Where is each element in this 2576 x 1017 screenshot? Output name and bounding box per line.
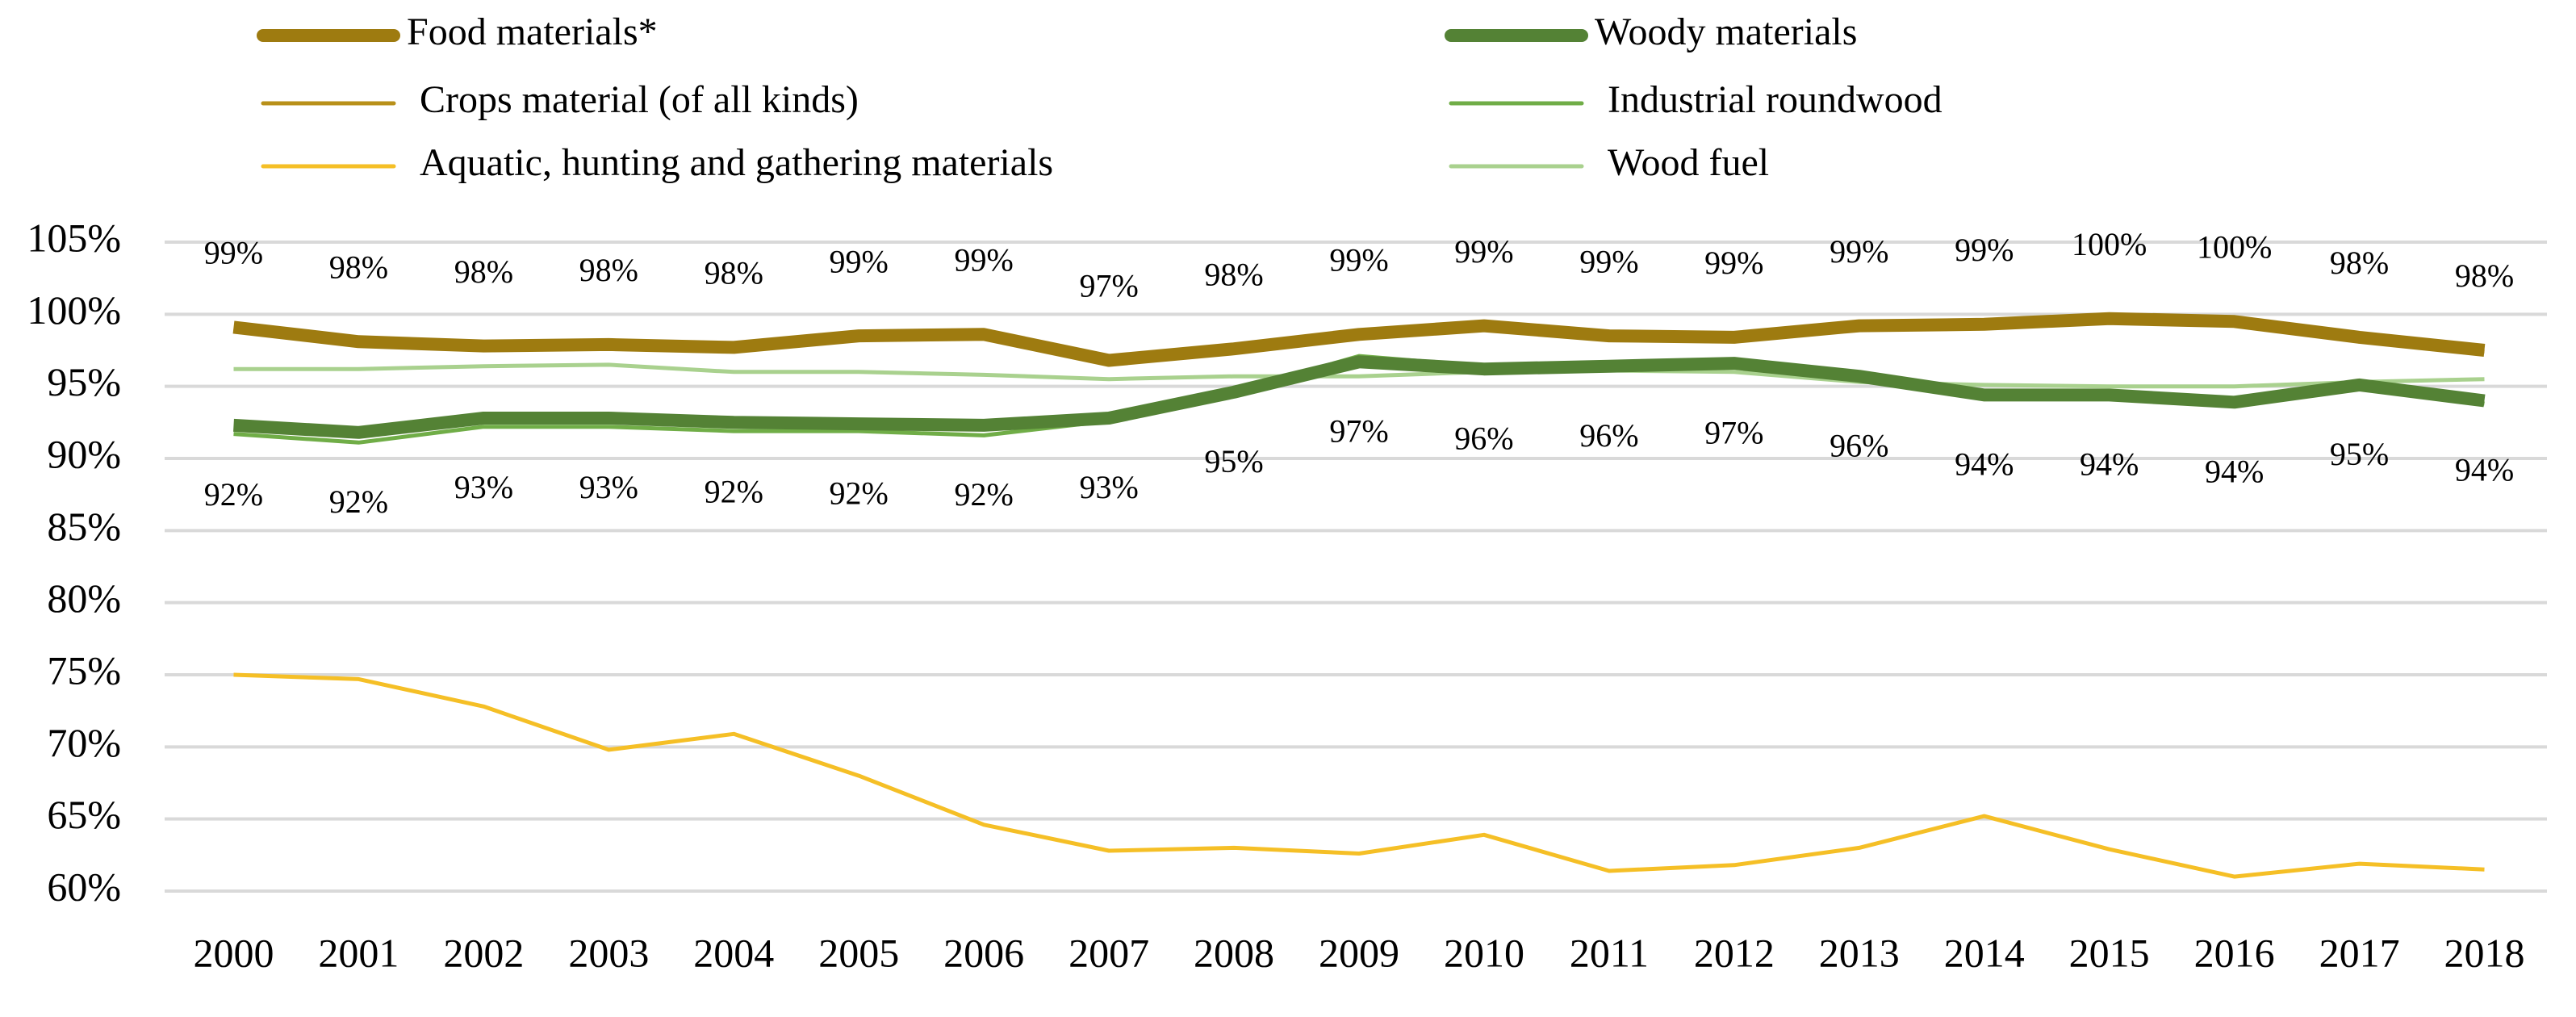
data-label: 99%: [204, 235, 263, 271]
x-tick-label: 2004: [693, 930, 774, 975]
series-line: [233, 355, 2486, 439]
data-label: 95%: [2330, 436, 2389, 472]
x-tick-label: 2011: [1570, 930, 1649, 975]
data-label: 98%: [2455, 257, 2514, 294]
legend-label: Food materials*: [407, 10, 658, 53]
x-tick-label: 2002: [443, 930, 524, 975]
y-tick-label: 60%: [47, 864, 121, 909]
x-tick-label: 2007: [1068, 930, 1149, 975]
y-tick-label: 75%: [47, 647, 121, 693]
data-label: 97%: [1704, 414, 1763, 450]
data-label: 94%: [1955, 446, 2014, 483]
data-label: 97%: [1329, 412, 1388, 449]
data-label: 92%: [204, 476, 263, 513]
x-tick-label: 2018: [2444, 930, 2525, 975]
data-label: 92%: [705, 474, 763, 510]
data-label: 98%: [705, 255, 763, 291]
series-line: [233, 672, 2485, 879]
x-tick-label: 2015: [2069, 930, 2150, 975]
data-label: 98%: [2330, 245, 2389, 281]
data-label: 99%: [830, 243, 889, 279]
data-label: 93%: [1079, 469, 1138, 505]
data-label: 100%: [2197, 228, 2272, 265]
legend-label: Industrial roundwood: [1608, 78, 1942, 121]
legend-label: Crops material (of all kinds): [420, 78, 859, 121]
data-label: 92%: [329, 483, 388, 520]
y-tick-label: 105%: [27, 215, 121, 260]
x-tick-label: 2017: [2319, 930, 2400, 975]
y-tick-label: 70%: [47, 720, 121, 765]
data-label: 94%: [2455, 452, 2514, 488]
data-label: 97%: [1079, 268, 1138, 304]
y-tick-label: 90%: [47, 431, 121, 476]
x-tick-label: 2010: [1444, 930, 1524, 975]
data-label: 99%: [1704, 245, 1763, 281]
data-label: 92%: [954, 476, 1013, 513]
x-tick-label: 2012: [1694, 930, 1775, 975]
legend-label: Woody materials: [1595, 10, 1857, 53]
x-tick-label: 2001: [318, 930, 399, 975]
data-label: 100%: [2072, 226, 2147, 262]
x-tick-label: 2016: [2194, 930, 2275, 975]
x-tick-label: 2009: [1319, 930, 1399, 975]
y-tick-label: 65%: [47, 792, 121, 837]
y-tick-label: 85%: [47, 504, 121, 549]
data-label: 99%: [1579, 243, 1638, 279]
data-label: 99%: [1329, 242, 1388, 278]
data-label: 98%: [579, 252, 638, 288]
data-label: 99%: [1454, 233, 1513, 270]
x-tick-label: 2005: [818, 930, 899, 975]
legend-label: Aquatic, hunting and gathering materials: [420, 141, 1053, 184]
data-label: 99%: [1955, 232, 2014, 268]
x-tick-label: 2006: [943, 930, 1024, 975]
data-label: 96%: [1454, 420, 1513, 456]
series-line: [233, 362, 2485, 389]
x-tick-label: 2008: [1194, 930, 1274, 975]
y-tick-label: 95%: [47, 359, 121, 404]
data-label: 94%: [2205, 453, 2264, 489]
data-label: 94%: [2080, 446, 2139, 483]
x-tick-label: 2003: [568, 930, 649, 975]
data-label: 99%: [954, 242, 1013, 278]
data-label: 93%: [579, 469, 638, 505]
x-tick-label: 2013: [1819, 930, 1900, 975]
data-label: 95%: [1204, 443, 1263, 479]
data-label: 99%: [1830, 233, 1888, 270]
series-line: [232, 312, 2486, 367]
data-label: 92%: [830, 475, 889, 511]
legend-label: Wood fuel: [1608, 141, 1769, 184]
data-label: 98%: [1204, 256, 1263, 292]
data-label: 96%: [1579, 417, 1638, 454]
data-label: 96%: [1830, 427, 1888, 463]
data-label: 98%: [454, 253, 513, 290]
x-tick-label: 2014: [1944, 930, 2025, 975]
y-tick-label: 80%: [47, 575, 121, 621]
y-tick-label: 100%: [27, 287, 121, 333]
x-tick-label: 2000: [193, 930, 274, 975]
data-label: 98%: [329, 249, 388, 285]
data-label: 93%: [454, 469, 513, 505]
